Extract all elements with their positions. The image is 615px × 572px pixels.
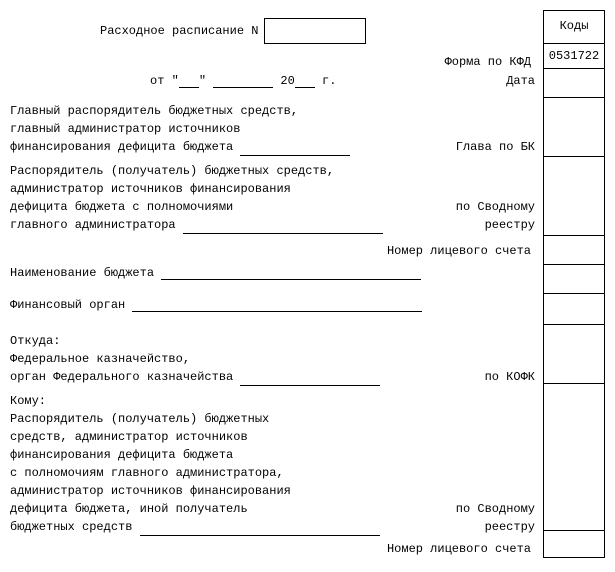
block2-l4-row: главного администратора реестру: [10, 216, 535, 234]
from-code-label: по КОФК: [485, 368, 535, 386]
date-suffix: г.: [315, 74, 337, 88]
block2-label-l1: по Сводному: [456, 198, 535, 216]
from-blank[interactable]: [240, 373, 380, 386]
to-l1: Распорядитель (получатель) бюджетных: [10, 410, 535, 428]
to-label-l1: по Сводному: [456, 500, 535, 518]
to-l3: финансирования дефицита бюджета: [10, 446, 535, 464]
to-l2: средств, администратор источников: [10, 428, 535, 446]
code-finorgan[interactable]: [543, 294, 605, 325]
block1-blank[interactable]: [240, 143, 350, 156]
from-l1: Федеральное казначейство,: [10, 350, 535, 368]
account-label-1: Номер лицевого счета: [10, 238, 535, 264]
from-l2-row: орган Федерального казначейства по КОФК: [10, 368, 535, 386]
block1-label: Глава по БК: [456, 138, 535, 156]
block2: Распорядитель (получатель) бюджетных сре…: [10, 162, 535, 234]
code-block2[interactable]: [543, 157, 605, 236]
block2-l3-row: дефицита бюджета с полномочиями по Сводн…: [10, 198, 535, 216]
date-row: от " " 20 г. Дата: [10, 74, 535, 102]
date-month-blank[interactable]: [213, 75, 273, 88]
fin-organ-blank[interactable]: [132, 299, 422, 312]
block2-l4: главного администратора: [10, 218, 183, 232]
code-from[interactable]: [543, 325, 605, 384]
block2-l1: Распорядитель (получатель) бюджетных сре…: [10, 162, 535, 180]
date-label: Дата: [506, 74, 535, 88]
block1-l2: главный администратор источников: [10, 120, 535, 138]
code-block1[interactable]: [543, 98, 605, 157]
to-label: Кому:: [10, 392, 535, 410]
to-l4: с полномочиям главного администратора,: [10, 464, 535, 482]
block1-l3-row: финансирования дефицита бюджета Глава по…: [10, 138, 535, 156]
to-l5: администратор источников финансирования: [10, 482, 535, 500]
code-budget[interactable]: [543, 265, 605, 294]
date-year-blank[interactable]: [295, 75, 315, 88]
fin-organ-row: Финансовый орган: [10, 298, 535, 328]
code-account2[interactable]: [543, 531, 605, 558]
form-container: Расходное расписание N Форма по КФД от "…: [10, 10, 605, 562]
to-l7-row: бюджетных средств реестру: [10, 518, 535, 536]
block1: Главный распорядитель бюджетных средств,…: [10, 102, 535, 156]
block1-l1: Главный распорядитель бюджетных средств,: [10, 102, 535, 120]
block2-l3: дефицита бюджета с полномочиями: [10, 200, 233, 214]
to-l6: дефицита бюджета, иной получатель: [10, 502, 248, 516]
codes-column: Коды 0531722: [543, 10, 605, 562]
code-form: 0531722: [543, 44, 605, 69]
budget-name-label: Наименование бюджета: [10, 266, 161, 280]
date-prefix: от ": [150, 74, 179, 88]
from-label: Откуда:: [10, 332, 535, 350]
codes-header: Коды: [543, 10, 605, 44]
left-column: Расходное расписание N Форма по КФД от "…: [10, 10, 535, 562]
from-l2: орган Федерального казначейства: [10, 370, 240, 384]
date-mid: ": [199, 74, 213, 88]
to-blank[interactable]: [140, 523, 380, 536]
title-row: Расходное расписание N: [10, 18, 535, 44]
to-l7: бюджетных средств: [10, 520, 140, 534]
code-account1[interactable]: [543, 236, 605, 265]
account-label-2: Номер лицевого счета: [10, 536, 535, 562]
to-l6-row: дефицита бюджета, иной получатель по Сво…: [10, 500, 535, 518]
fin-organ-label: Финансовый орган: [10, 298, 132, 312]
form-code-label: Форма по КФД: [10, 50, 535, 74]
form-title: Расходное расписание N: [100, 24, 258, 38]
from-block: Откуда: Федеральное казначейство, орган …: [10, 332, 535, 386]
block1-l3: финансирования дефицита бюджета: [10, 140, 240, 154]
block2-blank[interactable]: [183, 221, 383, 234]
budget-name-row: Наименование бюджета: [10, 266, 535, 294]
block2-label-l2: реестру: [485, 216, 535, 234]
date-day-blank[interactable]: [179, 75, 199, 88]
to-block: Кому: Распорядитель (получатель) бюджетн…: [10, 392, 535, 532]
number-box[interactable]: [264, 18, 366, 44]
code-to[interactable]: [543, 384, 605, 531]
date-year-prefix: 20: [273, 74, 295, 88]
to-label-l2: реестру: [485, 518, 535, 536]
budget-name-blank[interactable]: [161, 267, 421, 280]
code-date[interactable]: [543, 69, 605, 98]
block2-l2: администратор источников финансирования: [10, 180, 535, 198]
